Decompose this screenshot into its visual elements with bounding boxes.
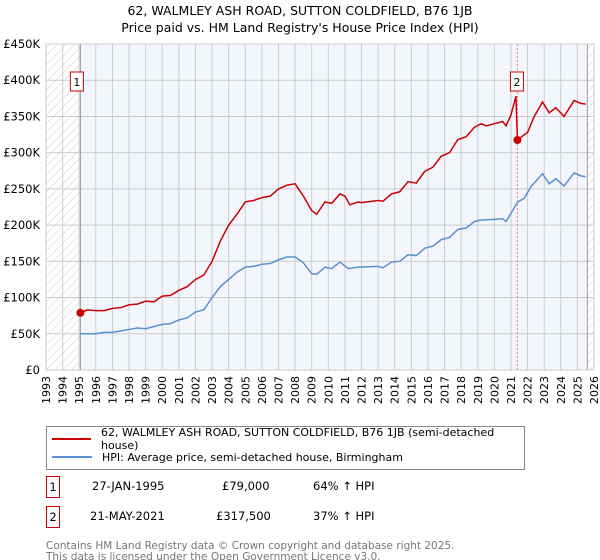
x-tick-label: 1999	[140, 376, 153, 404]
x-tick-label: 2022	[522, 376, 535, 404]
x-tick-label: 2017	[439, 376, 452, 404]
x-tick-label: 2002	[189, 376, 202, 404]
sale-date: 27-JAN-1995	[92, 479, 165, 493]
x-tick-label: 2021	[505, 376, 518, 404]
line-chart: 1993 1994 1995 1996 1997 1998 1999 2000 2001 2002…	[3, 37, 600, 404]
footer: Contains HM Land Registry data © Crown c…	[46, 541, 454, 560]
y-tick-label: £100K	[3, 291, 40, 305]
x-tick-label: 2006	[256, 376, 269, 404]
hpi-line	[80, 172, 586, 335]
legend-red-label: 62, WALMLEY ASH ROAD, SUTTON COLDFIELD, …	[100, 426, 495, 452]
x-tick-label: 2007	[272, 376, 285, 404]
x-tick-label: 2012	[356, 376, 369, 404]
x-tick-label: 2000	[156, 376, 169, 404]
x-tick-label: 2005	[239, 376, 252, 404]
chart-marker-box	[509, 71, 524, 92]
x-tick-label: 2008	[289, 376, 302, 404]
x-tick-label: 2025	[571, 376, 584, 404]
x-tick-label: 1993	[40, 376, 53, 404]
x-tick-label: 2013	[372, 376, 385, 404]
x-tick-label: 2010	[322, 376, 335, 404]
x-tick-label: 2003	[206, 376, 219, 404]
x-tick-label: 2024	[555, 376, 568, 404]
x-tick-label: 2011	[339, 376, 352, 404]
legend-blue-swatch	[52, 456, 92, 458]
sale-price: £79,000	[222, 479, 270, 493]
y-tick-label: £50K	[11, 327, 41, 341]
x-tick-label: 1998	[123, 376, 136, 404]
chart-marker-label: 1	[73, 76, 80, 89]
plot-border	[45, 43, 595, 371]
x-tick-label: 2004	[223, 376, 236, 404]
x-tick-label: 1997	[106, 376, 119, 404]
x-tick-label: 2019	[472, 376, 485, 404]
y-tick-label: £0	[25, 363, 40, 377]
x-tick-label: 2016	[422, 376, 435, 404]
y-tick-label: £400K	[3, 73, 40, 87]
chart-marker-label: 2	[513, 76, 520, 89]
sale-date: 21-MAY-2021	[90, 509, 165, 523]
y-tick-label: £200K	[3, 218, 40, 232]
sale-hpi: 37% ↑ HPI	[313, 509, 375, 523]
sale-point-2	[513, 135, 522, 144]
x-tick-label: 2026	[588, 376, 600, 404]
x-tick-label: 1995	[73, 376, 86, 404]
x-tick-label: 2014	[389, 376, 402, 404]
x-tick-label: 2020	[488, 376, 501, 404]
legend-red-swatch	[52, 438, 91, 440]
x-tick-label: 1994	[57, 376, 70, 404]
y-tick-label: £150K	[3, 254, 40, 268]
x-tick-label: 1996	[90, 376, 103, 404]
x-tick-label: 2018	[455, 376, 468, 404]
footer-line-2: This data is licensed under the Open Gov…	[46, 550, 381, 560]
y-tick-label: £250K	[3, 182, 40, 196]
sale-price: £317,500	[216, 509, 271, 523]
x-tick-label: 2023	[538, 376, 551, 404]
chart-subtitle: Price paid vs. HM Land Registry's House …	[121, 20, 479, 35]
sale-point-1	[76, 308, 85, 317]
x-tick-label: 2001	[173, 376, 186, 404]
shaded-period	[80, 44, 588, 370]
sale-hpi: 64% ↑ HPI	[313, 479, 375, 493]
chart-title: 62, WALMLEY ASH ROAD, SUTTON COLDFIELD, …	[127, 3, 473, 18]
y-tick-label: £350K	[3, 109, 40, 123]
legend-blue-label: HPI: Average price, semi-detached house,…	[102, 450, 403, 464]
y-tick-label: £450K	[3, 37, 40, 51]
chart-marker-box	[69, 71, 84, 92]
sale-marker-1: 1	[46, 476, 60, 498]
x-tick-label: 2015	[405, 376, 418, 404]
sale-marker-2: 2	[46, 506, 60, 528]
y-tick-label: £300K	[3, 146, 40, 160]
price-paid-line	[80, 95, 586, 314]
footer-line-1: Contains HM Land Registry data © Crown c…	[46, 540, 455, 552]
legend: 62, WALMLEY ASH ROAD, SUTTON COLDFIELD, …	[46, 426, 525, 470]
x-tick-label: 2009	[306, 376, 319, 404]
